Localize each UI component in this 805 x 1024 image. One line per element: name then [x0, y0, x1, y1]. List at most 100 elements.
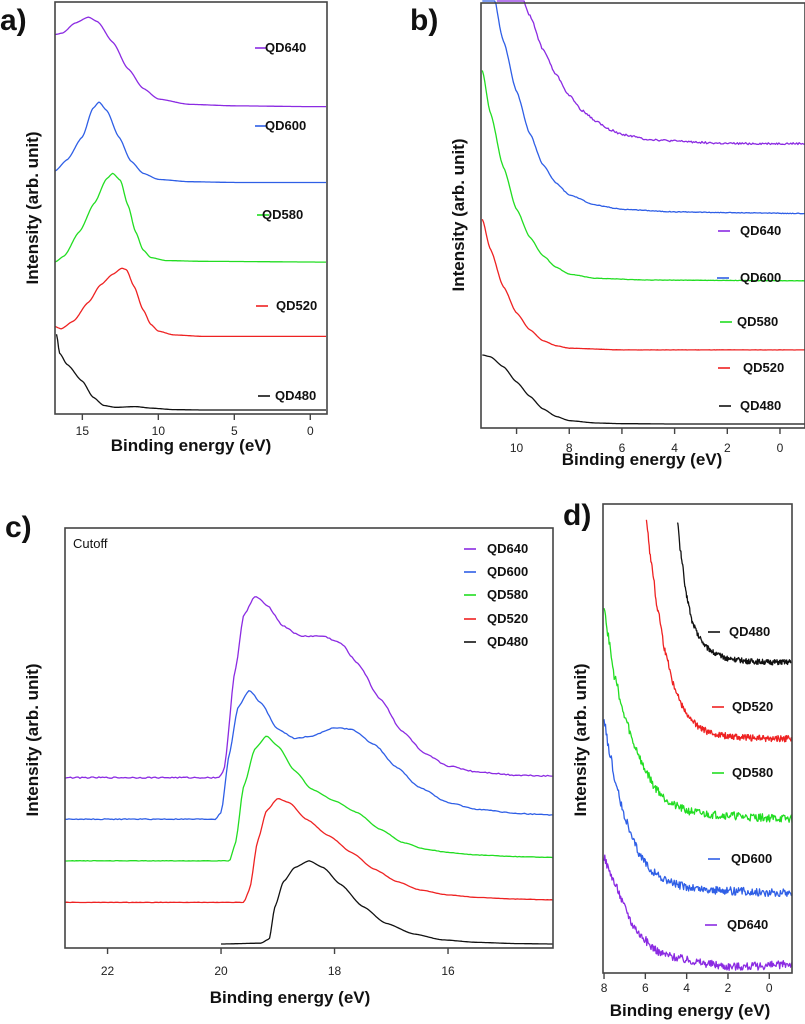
panel-label-a: a)	[0, 4, 27, 37]
legend-label: QD600	[265, 118, 306, 133]
series-line-qd520	[54, 267, 326, 338]
series-line-qd520	[481, 219, 805, 351]
x-tick-label: 6	[642, 981, 649, 995]
legend-label: QD600	[731, 851, 772, 866]
panel-c-x-ticks: 22 20 18 16	[101, 948, 455, 978]
series-line-qd580	[603, 608, 793, 823]
panel-d: d) 8 6 4 2 0 QD480 QD520 QD580 QD600 QD640 Bindi…	[563, 499, 793, 1020]
x-tick-label: 6	[619, 441, 626, 455]
legend-item-qd580: QD580	[712, 765, 773, 780]
x-tick-label: 0	[777, 441, 784, 455]
x-tick-label: 10	[152, 424, 166, 438]
series-line-qd640	[496, 0, 805, 146]
legend-item-qd600: QD600	[464, 564, 528, 579]
x-tick-label: 4	[671, 441, 678, 455]
panel-b-frame	[480, 2, 805, 429]
legend-label: QD480	[275, 388, 316, 403]
panel-label-c: c)	[5, 511, 32, 544]
legend-item-qd480: QD480	[719, 398, 781, 413]
x-tick-label: 22	[101, 964, 115, 978]
legend-item-qd640: QD640	[718, 223, 781, 238]
legend-item-qd600: QD600	[255, 118, 306, 133]
legend-item-qd640: QD640	[255, 40, 306, 55]
panel-label-b: b)	[410, 4, 438, 37]
legend-label: QD520	[276, 298, 317, 313]
legend-label: QD480	[740, 398, 781, 413]
legend-label: QD480	[487, 634, 528, 649]
series-line-qd580	[481, 70, 805, 282]
panel-b-legend: QD640 QD600 QD580 QD520 QD480	[717, 223, 784, 413]
panel-b-x-axis-title: Binding energy (eV)	[562, 450, 723, 469]
legend-label: QD580	[737, 314, 778, 329]
legend-item-qd520: QD520	[718, 360, 784, 375]
panel-a-x-ticks: 15 10 5 0	[76, 414, 314, 438]
panel-a: a) 15 10 5 0 QD640 QD600 QD580 QD520 QD480 Bind…	[0, 1, 328, 455]
x-tick-label: 5	[231, 424, 238, 438]
series-line-qd580	[54, 172, 326, 263]
panel-b: b) 10 8 6 4 2 0 QD640 QD600 QD580 QD520 QD480 Bin…	[410, 0, 805, 469]
series-line-qd640	[54, 16, 326, 108]
panel-a-y-axis-title: Intensity (arb. unit)	[23, 132, 42, 285]
panel-b-series	[481, 0, 805, 425]
x-tick-label: 8	[566, 441, 573, 455]
panel-d-x-ticks: 8 6 4 2 0	[601, 973, 773, 995]
legend-item-qd640: QD640	[705, 917, 768, 932]
series-line-qd640	[603, 854, 793, 971]
series-line-qd640	[64, 596, 553, 779]
legend-label: QD520	[487, 611, 528, 626]
legend-item-qd520: QD520	[712, 699, 773, 714]
panel-d-series	[603, 519, 793, 971]
panel-b-x-ticks: 10 8 6 4 2 0	[510, 428, 784, 455]
legend-item-qd480: QD480	[464, 634, 528, 649]
x-tick-label: 10	[510, 441, 524, 455]
panel-c-x-axis-title: Binding energy (eV)	[210, 988, 371, 1007]
legend-item-qd520: QD520	[256, 298, 317, 313]
legend-item-qd480: QD480	[258, 388, 316, 403]
legend-item-qd580: QD580	[257, 207, 303, 222]
legend-item-qd600: QD600	[717, 270, 781, 285]
legend-label: QD600	[487, 564, 528, 579]
panel-a-frame	[54, 1, 328, 415]
x-tick-label: 0	[307, 424, 314, 438]
legend-item-qd480: QD480	[708, 624, 770, 639]
series-line-qd600	[603, 719, 793, 897]
series-line-qd520	[645, 519, 793, 743]
legend-item-qd580: QD580	[720, 314, 778, 329]
series-line-qd600	[482, 0, 805, 215]
panel-d-legend: QD480 QD520 QD580 QD600 QD640	[705, 624, 773, 932]
x-tick-label: 20	[214, 964, 228, 978]
panel-d-y-axis-title: Intensity (arb. unit)	[571, 664, 590, 817]
panel-c: c) Cutoff 22 20 18 16 QD640QD600QD580QD520Q…	[5, 511, 554, 1007]
panel-a-series	[54, 16, 326, 411]
series-line-qd600	[64, 690, 553, 821]
series-line-qd600	[54, 101, 326, 184]
x-tick-label: 4	[683, 981, 690, 995]
legend-item-qd640: QD640	[464, 541, 528, 556]
legend-label: QD580	[262, 207, 303, 222]
series-line-qd480	[676, 522, 793, 666]
legend-item-qd600: QD600	[708, 851, 772, 866]
legend-label: QD520	[732, 699, 773, 714]
legend-label: QD600	[740, 270, 781, 285]
series-line-qd480	[55, 334, 326, 411]
x-tick-label: 2	[725, 981, 732, 995]
x-tick-label: 8	[601, 981, 608, 995]
series-line-qd480	[482, 354, 805, 425]
x-tick-label: 2	[724, 441, 731, 455]
x-tick-label: 15	[76, 424, 90, 438]
panel-c-frame	[64, 527, 554, 949]
legend-label: QD640	[265, 40, 306, 55]
panel-c-y-axis-title: Intensity (arb. unit)	[23, 664, 42, 817]
legend-label: QD580	[487, 587, 528, 602]
legend-label: QD580	[732, 765, 773, 780]
panel-a-x-axis-title: Binding energy (eV)	[111, 436, 272, 455]
series-line-qd520	[64, 797, 554, 904]
legend-label: QD640	[740, 223, 781, 238]
series-line-qd480	[221, 860, 553, 945]
panel-c-series	[64, 596, 554, 945]
x-tick-label: 0	[766, 981, 773, 995]
panel-d-x-axis-title: Binding energy (eV)	[610, 1001, 771, 1020]
legend-label: QD520	[743, 360, 784, 375]
x-tick-label: 16	[441, 964, 455, 978]
